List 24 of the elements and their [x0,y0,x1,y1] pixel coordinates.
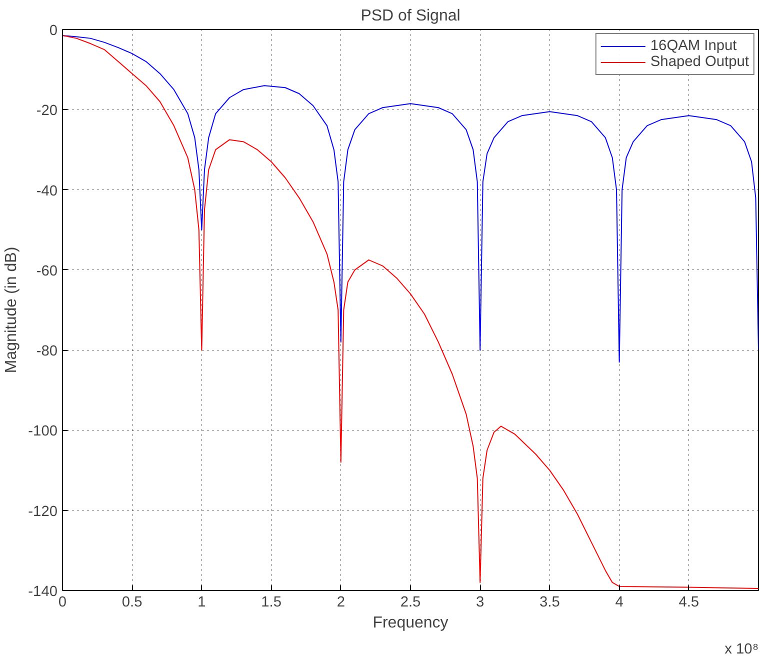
chart-title: PSD of Signal [360,8,460,24]
legend-label: 16QAM Input [650,38,737,54]
x-tick-label: 1 [198,594,206,610]
x-tick-label: 2 [336,594,345,610]
y-axis-title: Magnitude (in dB) [3,246,20,374]
x-tick-label: 3.5 [540,594,560,610]
x-tick-label: 4 [615,594,624,610]
x-tick-label: 0.5 [122,594,142,610]
x-tick-label: 2.5 [400,594,421,610]
x-tick-label: 3 [476,594,484,610]
x-tick-label: 1.5 [261,594,282,610]
text: x 10⁸ [724,642,759,658]
y-tick-label: -100 [28,424,58,440]
y-tick-label: 0 [49,23,58,39]
x-tick-label: 4.5 [678,594,700,610]
y-tick-label: -140 [28,584,58,600]
line-series [62,35,758,363]
y-tick-label: -80 [36,344,58,360]
y-tick-label: -120 [28,504,58,520]
y-tick-label: -60 [36,263,58,280]
y-tick-label: -40 [36,183,58,200]
x-axis-title: Frequency [372,614,448,632]
legend-label: Shaped Output [650,54,749,70]
y-tick-label: -20 [36,103,58,120]
